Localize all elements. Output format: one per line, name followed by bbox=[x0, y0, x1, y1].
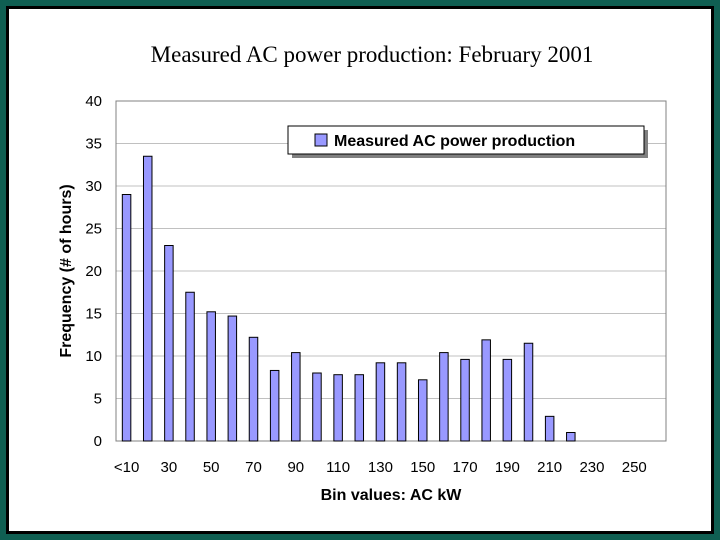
bar bbox=[566, 432, 576, 442]
plot-area bbox=[115, 100, 667, 442]
bar bbox=[439, 352, 449, 442]
bar bbox=[502, 358, 513, 442]
y-tick-label: 10 bbox=[85, 348, 102, 365]
legend-swatch bbox=[314, 133, 328, 147]
bar bbox=[164, 245, 174, 442]
y-tick-label: 0 bbox=[94, 433, 102, 450]
y-tick-label: 35 bbox=[85, 136, 102, 153]
x-axis-label: Bin values: AC kW bbox=[321, 487, 463, 504]
y-tick-label: 20 bbox=[85, 263, 102, 280]
x-tick-label: 190 bbox=[495, 459, 520, 476]
bar bbox=[354, 374, 365, 442]
y-tick-label: 5 bbox=[94, 391, 102, 408]
x-tick-label: 70 bbox=[245, 459, 262, 476]
y-tick-label: 15 bbox=[85, 306, 102, 323]
bar bbox=[523, 342, 534, 442]
bar bbox=[185, 291, 195, 442]
bar bbox=[227, 315, 238, 442]
bar bbox=[312, 372, 322, 442]
x-tick-label: <10 bbox=[114, 459, 139, 476]
bar bbox=[248, 336, 259, 442]
y-axis-label: Frequency (# of hours) bbox=[58, 184, 75, 357]
bar bbox=[142, 155, 153, 442]
y-axis-ticks: 0 5 10 15 20 25 30 35 40 bbox=[85, 93, 102, 450]
bar bbox=[206, 311, 216, 442]
x-tick-label: 50 bbox=[203, 459, 220, 476]
y-tick-label: 30 bbox=[85, 178, 102, 195]
y-tick-label: 25 bbox=[85, 221, 102, 238]
x-tick-label: 90 bbox=[287, 459, 304, 476]
bar bbox=[460, 358, 470, 442]
bar bbox=[417, 379, 428, 442]
x-tick-label: 230 bbox=[579, 459, 604, 476]
x-tick-label: 150 bbox=[410, 459, 435, 476]
x-tick-label: 30 bbox=[161, 459, 178, 476]
bar bbox=[396, 362, 407, 442]
x-tick-label: 170 bbox=[453, 459, 478, 476]
bar bbox=[375, 362, 386, 442]
x-axis-ticks: <10 30 50 70 90 110 130 150 170 190 210 230 250 bbox=[114, 459, 647, 476]
x-tick-label: 130 bbox=[368, 459, 393, 476]
slide-border-inner bbox=[6, 6, 714, 534]
x-tick-label: 250 bbox=[622, 459, 647, 476]
legend: Measured AC power production bbox=[287, 125, 648, 158]
x-tick-label: 110 bbox=[326, 459, 350, 476]
bar bbox=[291, 352, 301, 442]
gridlines bbox=[116, 143, 666, 399]
x-tick-label: 210 bbox=[537, 459, 562, 476]
bar bbox=[544, 415, 555, 442]
bar bbox=[333, 374, 343, 442]
y-tick-label: 40 bbox=[85, 93, 102, 110]
bar bbox=[269, 369, 280, 442]
bars bbox=[121, 155, 576, 442]
legend-label: Measured AC power production bbox=[334, 133, 575, 150]
chart-title: Measured AC power production: February 2… bbox=[150, 42, 594, 67]
bar bbox=[481, 339, 491, 442]
bar bbox=[121, 194, 132, 442]
